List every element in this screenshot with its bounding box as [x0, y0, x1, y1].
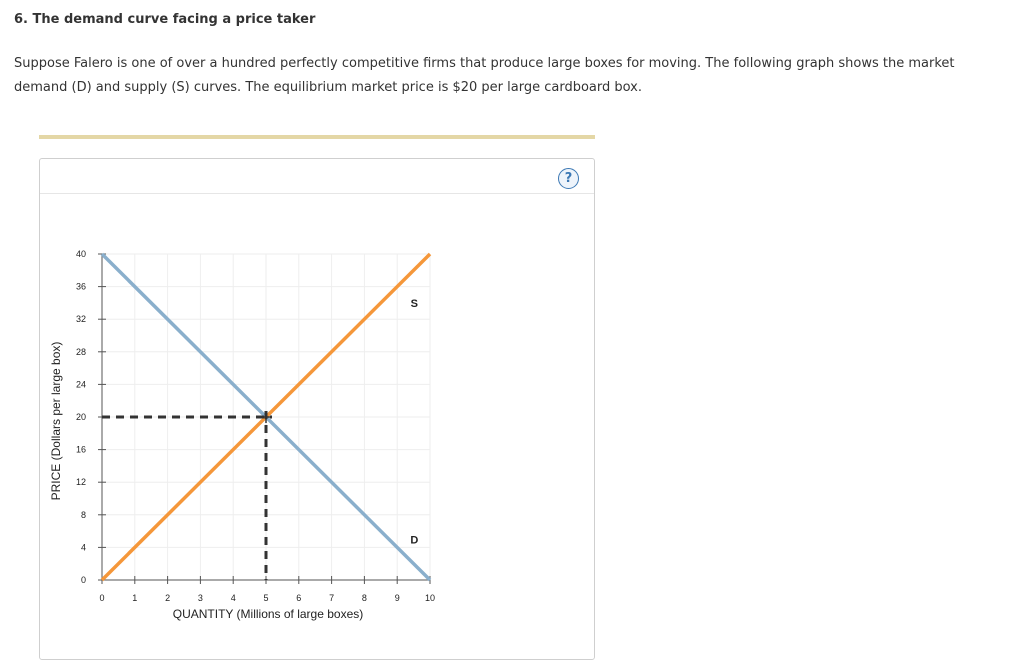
equilibrium-guides — [102, 411, 272, 580]
panel-toolbar-divider — [40, 193, 594, 194]
question-mark-icon: ? — [564, 171, 573, 186]
y-tick-label-12: 12 — [76, 477, 86, 487]
x-tick-label-10: 10 — [425, 593, 435, 603]
x-tick-label-1: 1 — [132, 593, 137, 603]
x-tick-label-8: 8 — [362, 593, 367, 603]
x-tick-label-0: 0 — [99, 593, 104, 603]
x-axis-title: QUANTITY (Millions of large boxes) — [173, 607, 364, 621]
question-heading: 6. The demand curve facing a price taker — [14, 12, 316, 27]
y-tick-label-28: 28 — [76, 347, 86, 357]
y-axis-title: PRICE (Dollars per large box) — [49, 342, 63, 501]
y-tick-label-8: 8 — [81, 510, 86, 520]
y-tick-label-24: 24 — [76, 379, 86, 389]
curve-label-D: D — [410, 534, 418, 546]
x-tick-label-7: 7 — [329, 593, 334, 603]
y-tick-label-20: 20 — [76, 412, 86, 422]
question-intro: Suppose Falero is one of over a hundred … — [14, 56, 955, 95]
y-tick-label-16: 16 — [76, 445, 86, 455]
y-tick-label-0: 0 — [81, 575, 86, 585]
x-tick-label-3: 3 — [198, 593, 203, 603]
x-tick-label-9: 9 — [395, 593, 400, 603]
y-tick-label-36: 36 — [76, 282, 86, 292]
help-button[interactable]: ? — [558, 168, 579, 189]
x-tick-label-2: 2 — [165, 593, 170, 603]
supply-demand-chart: 0 1 2 3 4 5 6 7 8 9 100481216202428323640QUANTITY … — [49, 249, 435, 621]
y-tick-label-4: 4 — [81, 542, 86, 552]
x-tick-label-6: 6 — [296, 593, 301, 603]
x-tick-label-5: 5 — [263, 593, 268, 603]
y-tick-label-40: 40 — [76, 249, 86, 259]
section-divider — [39, 135, 595, 139]
labels: 0 1 2 3 4 5 6 7 8 9 100481216202428323640QUANTITY … — [49, 249, 435, 621]
y-tick-label-32: 32 — [76, 314, 86, 324]
curve-label-S: S — [411, 298, 418, 310]
x-tick-label-4: 4 — [231, 593, 236, 603]
graph-panel: ? — [39, 158, 595, 660]
